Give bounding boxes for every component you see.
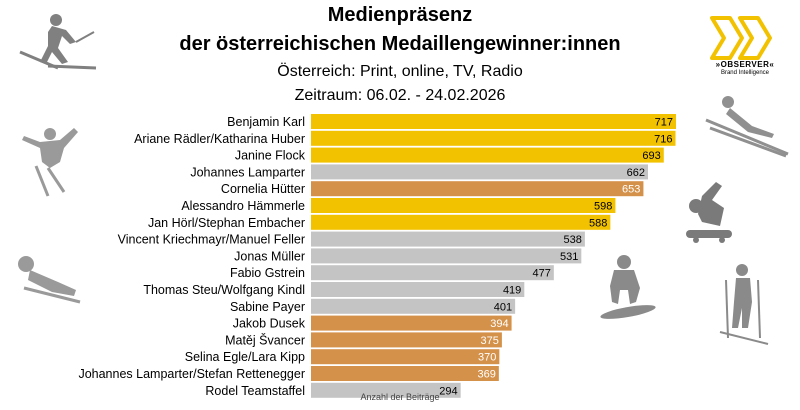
- bar: [311, 315, 512, 331]
- ski-jumper-silhouette-icon: [705, 96, 789, 158]
- bar-value-label: 370: [478, 352, 496, 364]
- bar: [311, 114, 676, 129]
- category-label: Rodel Teamstaffel: [205, 384, 305, 398]
- bar-value-label: 294: [439, 385, 457, 397]
- bar: [311, 181, 644, 197]
- category-label: Sabine Payer: [230, 300, 305, 314]
- bar-value-label: 477: [532, 268, 550, 280]
- category-label: Benjamin Karl: [227, 115, 305, 129]
- bar-value-label: 369: [477, 369, 495, 381]
- bar-value-label: 716: [654, 133, 672, 145]
- bar: [311, 382, 461, 398]
- bar-value-label: 401: [494, 301, 512, 313]
- skier-silhouette-icon: [19, 14, 97, 70]
- category-label: Jan Hörl/Stephan Embacher: [148, 216, 305, 230]
- bar-value-label: 531: [560, 251, 578, 263]
- bar: [311, 248, 582, 264]
- bar-value-label: 538: [564, 234, 582, 246]
- cross-country-skier-silhouette-icon: [719, 264, 769, 345]
- bar: [311, 198, 616, 213]
- category-label: Janine Flock: [235, 149, 306, 163]
- category-label: Johannes Lamparter: [190, 165, 305, 179]
- chart-subtitle-line2: Zeitraum: 06.02. - 24.02.2026: [294, 87, 506, 104]
- snowboarder-jump-silhouette-icon: [686, 182, 732, 243]
- category-label: Jakob Dusek: [233, 317, 306, 331]
- x-axis-label: Anzahl der Beiträge: [360, 392, 440, 402]
- bar: [311, 130, 676, 146]
- bar-value-label: 653: [622, 184, 640, 196]
- bar-value-label: 717: [655, 117, 673, 129]
- bar: [311, 265, 554, 281]
- category-label: Matěj Švancer: [225, 332, 305, 347]
- chart-title-line1: Medienpräsenz: [327, 4, 473, 26]
- logo-name: »OBSERVER«: [715, 60, 775, 69]
- snowboarder-silhouette-icon: [600, 255, 656, 319]
- bar: [311, 298, 516, 314]
- category-label: Fabio Gstrein: [230, 266, 305, 280]
- category-label: Selina Egle/Lara Kipp: [185, 350, 305, 364]
- luge-silhouette-icon: [18, 256, 81, 304]
- bar-value-label: 693: [642, 150, 660, 162]
- chart-subtitle-line1: Österreich: Print, online, TV, Radio: [277, 63, 523, 80]
- bar-value-label: 375: [481, 335, 499, 347]
- bar-value-label: 394: [490, 318, 508, 330]
- bar-value-label: 662: [627, 167, 645, 179]
- bar-value-label: 588: [589, 217, 607, 229]
- bar: [311, 366, 499, 381]
- bar: [311, 164, 649, 180]
- bar-value-label: 419: [503, 285, 521, 297]
- logo-tagline: Brand Intelligence: [720, 70, 770, 76]
- freestyle-skier-silhouette-icon: [22, 128, 78, 197]
- category-label: Alessandro Hämmerle: [181, 199, 305, 213]
- bar: [311, 147, 664, 163]
- category-label: Cornelia Hütter: [221, 182, 305, 196]
- bar: [311, 349, 500, 365]
- bar: [311, 332, 502, 348]
- category-label: Ariane Rädler/Katharina Huber: [134, 132, 305, 146]
- bar: [311, 231, 585, 247]
- category-label: Vincent Kriechmayr/Manuel Feller: [118, 233, 305, 247]
- bar: [311, 214, 611, 230]
- bar-value-label: 598: [594, 201, 612, 213]
- category-label: Johannes Lamparter/Stefan Rettenegger: [78, 367, 305, 381]
- chart-title-line2: der österreichischen Medaillengewinner:i…: [179, 33, 621, 55]
- bar: [311, 282, 525, 297]
- category-label: Thomas Steu/Wolfgang Kindl: [143, 283, 305, 297]
- observer-logo-icon: [710, 16, 772, 60]
- category-label: Jonas Müller: [234, 249, 305, 263]
